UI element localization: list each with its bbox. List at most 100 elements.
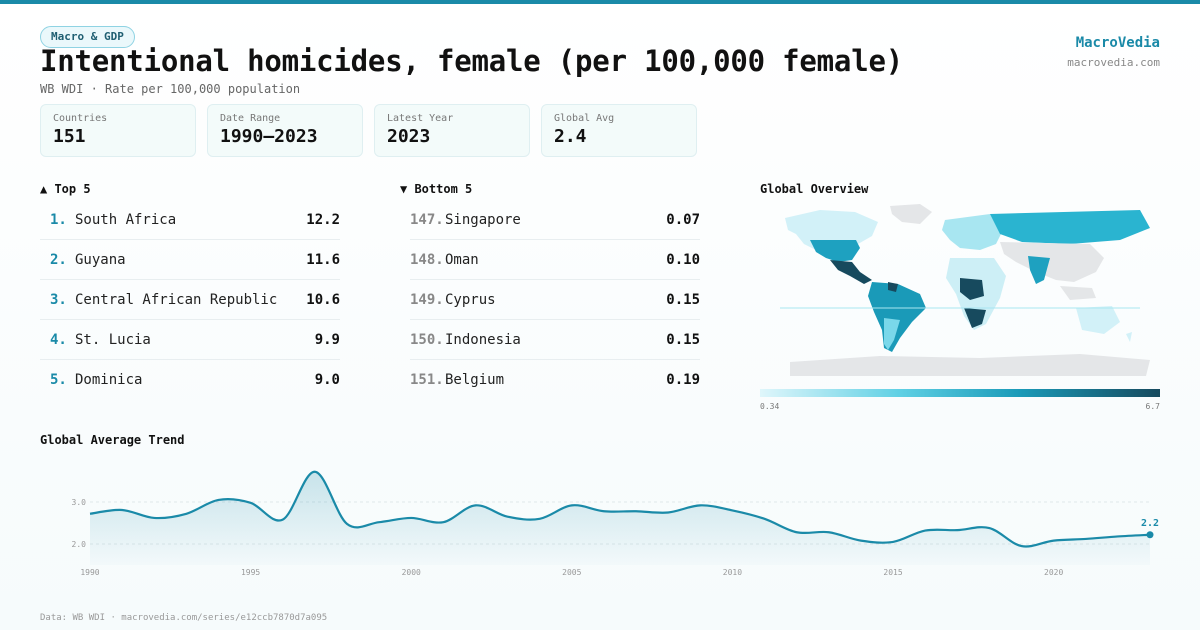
country-name: Guyana	[75, 252, 126, 268]
x-tick-label: 2005	[562, 568, 581, 577]
map-region-new-zealand	[1126, 332, 1132, 342]
list-item[interactable]: 151. Belgium 0.19	[410, 360, 700, 400]
top5-list: 1. South Africa 12.2 2. Guyana 11.6 3. C…	[40, 200, 340, 400]
country-name: Singapore	[445, 212, 521, 228]
x-tick-label: 2020	[1044, 568, 1063, 577]
map-region-usa	[810, 240, 860, 262]
rank-number: 4.	[50, 332, 67, 348]
country-name: Cyprus	[445, 292, 496, 308]
bottom5-list: 147. Singapore 0.07 148. Oman 0.10 149. …	[410, 200, 700, 400]
x-tick-label: 1995	[241, 568, 260, 577]
map-region-guyana	[888, 282, 898, 292]
country-value: 0.15	[666, 292, 700, 308]
country-value: 0.15	[666, 332, 700, 348]
stat-value: 2.4	[554, 126, 587, 147]
country-value: 0.19	[666, 372, 700, 388]
list-item[interactable]: 3. Central African Republic 10.6	[40, 280, 340, 320]
country-value: 0.10	[666, 252, 700, 268]
country-name: Dominica	[75, 372, 143, 388]
country-value: 10.6	[306, 292, 340, 308]
stat-card-date-range: Date Range 1990–2023	[207, 104, 363, 157]
brand-logo[interactable]: MacroVedia	[1075, 35, 1160, 51]
country-value: 0.07	[666, 212, 700, 228]
rank-number: 151.	[410, 372, 444, 388]
world-map-svg	[780, 204, 1150, 376]
list-item[interactable]: 148. Oman 0.10	[410, 240, 700, 280]
rank-number: 150.	[410, 332, 444, 348]
map-region-south-africa	[964, 308, 986, 328]
country-name: St. Lucia	[75, 332, 151, 348]
trend-line	[89, 470, 1151, 548]
rank-number: 1.	[50, 212, 67, 228]
country-name: Indonesia	[445, 332, 521, 348]
trend-chart[interactable]: 2.0 3.0 1990 1995 2000 2005 2010 2015 2020 2.2	[40, 455, 1180, 585]
brand-url[interactable]: macrovedia.com	[1067, 56, 1160, 69]
map-region-asia	[1000, 242, 1104, 282]
map-region-europe	[942, 214, 1004, 250]
x-tick-label: 1990	[80, 568, 99, 577]
legend-max-label: 6.7	[1145, 402, 1160, 411]
map-legend-gradient	[760, 389, 1160, 397]
list-item[interactable]: 147. Singapore 0.07	[410, 200, 700, 240]
map-region-russia	[990, 210, 1150, 244]
category-tag[interactable]: Macro & GDP	[40, 26, 135, 48]
y-tick-label: 2.0	[72, 540, 87, 549]
list-item[interactable]: 5. Dominica 9.0	[40, 360, 340, 400]
page-title: Intentional homicides, female (per 100,0…	[40, 44, 903, 78]
stat-label: Date Range	[220, 113, 281, 124]
rank-number: 148.	[410, 252, 444, 268]
stat-value: 1990–2023	[220, 126, 318, 147]
map-region-southern-cone	[884, 318, 900, 350]
footer-source: Data: WB WDI · macrovedia.com/series/e12…	[40, 613, 328, 623]
stat-label: Global Avg	[554, 113, 615, 124]
country-name: Oman	[445, 252, 479, 268]
country-value: 9.9	[314, 332, 340, 348]
x-tick-label: 2010	[723, 568, 742, 577]
list-item[interactable]: 2. Guyana 11.6	[40, 240, 340, 280]
stat-label: Countries	[53, 113, 108, 124]
stat-label: Latest Year	[387, 113, 454, 124]
x-tick-label: 2015	[883, 568, 902, 577]
map-region-australia	[1076, 306, 1120, 334]
bottom5-heading: ▼ Bottom 5	[400, 182, 473, 196]
map-region-south-america	[868, 282, 926, 352]
x-tick-label: 2000	[402, 568, 421, 577]
stat-value: 151	[53, 126, 86, 147]
country-name: South Africa	[75, 212, 177, 228]
last-value-label: 2.2	[1141, 518, 1159, 529]
rank-number: 149.	[410, 292, 444, 308]
country-value: 12.2	[306, 212, 340, 228]
page-subtitle: WB WDI · Rate per 100,000 population	[40, 82, 301, 96]
map-region-mexico	[830, 260, 872, 284]
stat-value: 2023	[387, 126, 431, 147]
y-tick-label: 3.0	[72, 498, 87, 507]
map-heading: Global Overview	[760, 182, 869, 196]
top-accent-bar	[0, 0, 1200, 4]
legend-min-label: 0.34	[760, 402, 780, 411]
top5-heading: ▲ Top 5	[40, 182, 91, 196]
country-name: Belgium	[445, 372, 505, 388]
rank-number: 3.	[50, 292, 67, 308]
list-item[interactable]: 149. Cyprus 0.15	[410, 280, 700, 320]
trend-heading: Global Average Trend	[40, 433, 185, 447]
country-value: 9.0	[314, 372, 340, 388]
map-region-se-asia	[1060, 286, 1096, 300]
country-name: Central African Republic	[75, 292, 278, 308]
rank-number: 5.	[50, 372, 67, 388]
rank-number: 147.	[410, 212, 444, 228]
map-region-india	[1028, 256, 1050, 284]
rank-number: 2.	[50, 252, 67, 268]
last-point-marker	[1146, 531, 1154, 539]
world-map[interactable]	[760, 200, 1160, 380]
trend-chart-svg: 2.0 3.0 1990 1995 2000 2005 2010 2015 2020 2.2	[72, 470, 1159, 577]
map-region-greenland	[890, 204, 932, 224]
list-item[interactable]: 4. St. Lucia 9.9	[40, 320, 340, 360]
stat-card-global-avg: Global Avg 2.4	[541, 104, 697, 157]
list-item[interactable]: 1. South Africa 12.2	[40, 200, 340, 240]
map-region-antarctica	[790, 354, 1150, 376]
country-value: 11.6	[306, 252, 340, 268]
list-item[interactable]: 150. Indonesia 0.15	[410, 320, 700, 360]
trend-area	[90, 471, 1150, 565]
stat-card-latest-year: Latest Year 2023	[374, 104, 530, 157]
stat-card-countries: Countries 151	[40, 104, 196, 157]
